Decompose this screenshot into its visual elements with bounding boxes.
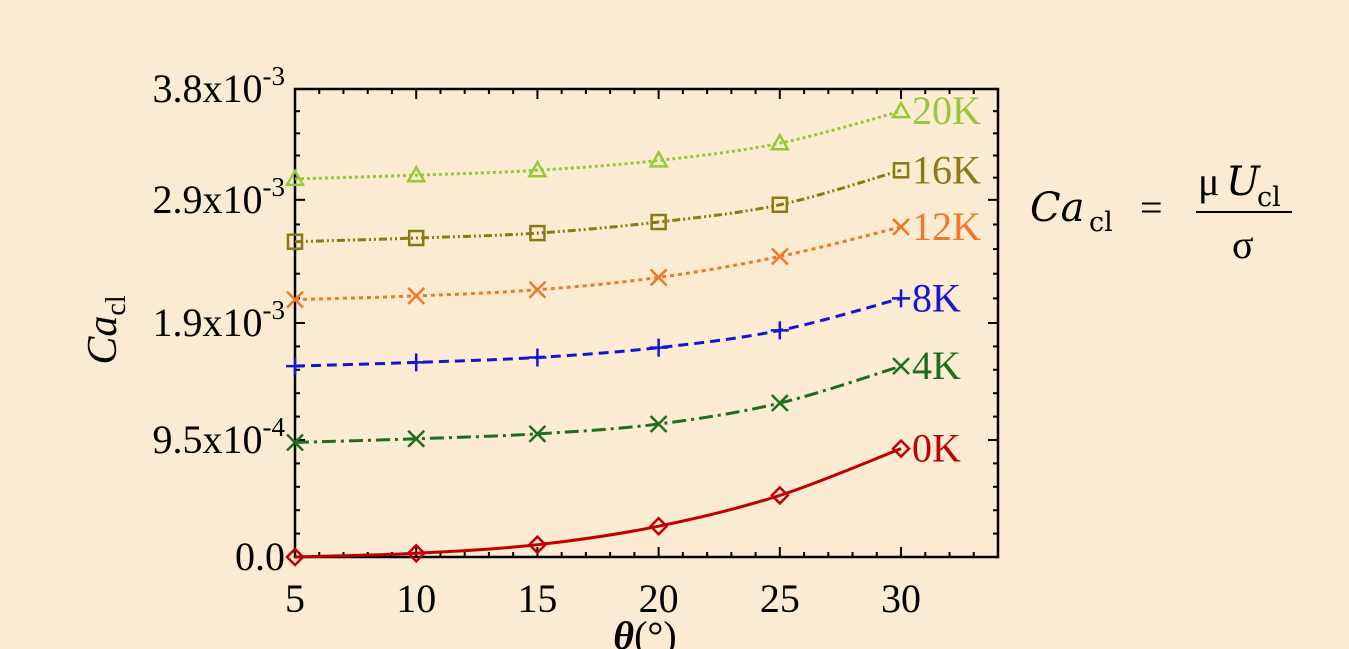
series-line-8K (294, 296, 902, 368)
x-axis-label-unit: (°) (634, 613, 677, 649)
marker-4K (649, 415, 668, 433)
marker-4K (770, 394, 789, 412)
marker-12K (528, 280, 547, 299)
marker-8K (407, 353, 426, 372)
y-axis-label-sub: cl (101, 295, 132, 315)
y-axis-label: Cacl (80, 295, 132, 364)
marker-12K (770, 247, 789, 266)
marker-20K (406, 164, 427, 183)
marker-8K (528, 348, 547, 367)
y-tick-label: 0.0 (235, 534, 285, 579)
marker-0K (406, 543, 426, 564)
series-line-0K (294, 447, 902, 559)
marker-20K (769, 132, 790, 151)
marker-16K (407, 229, 425, 247)
y-tick-mantissa: 9.5x10 (153, 417, 263, 462)
y-tick-exponent: -3 (263, 295, 286, 325)
x-axis-label-symbol: θ (613, 613, 634, 649)
series-line-4K (294, 364, 902, 444)
y-tick-exponent: -3 (263, 172, 286, 202)
marker-8K (649, 338, 668, 357)
marker-16K (529, 224, 546, 242)
x-tick-label: 20 (639, 576, 679, 621)
formula-lhs-base: Ca (1030, 185, 1084, 231)
series-label-0K: 0K (912, 426, 961, 471)
marker-20K (890, 100, 912, 119)
formula-numerator-mu: μ (1198, 159, 1219, 204)
series-line-12K (294, 225, 902, 302)
marker-16K (650, 213, 667, 231)
formula-equals: = (1140, 185, 1163, 230)
y-tick-label: 3.8x10-3 (153, 61, 286, 111)
plot-area: 5 10 15 20 25 30θ(°)0.09.5x10-41.9x10-32.9x10… (80, 61, 1000, 649)
y-tick-exponent: -4 (263, 412, 286, 442)
marker-4K (407, 429, 426, 448)
y-tick-mantissa: 0.0 (235, 534, 285, 579)
marker-20K (527, 159, 548, 178)
x-tick-label: 30 (881, 576, 921, 621)
marker-8K (892, 289, 911, 308)
marker-0K (770, 485, 790, 506)
series-label-4K: 4K (912, 343, 961, 388)
marker-0K (527, 534, 548, 555)
y-tick-mantissa: 1.9x10 (153, 300, 263, 345)
series-line-16K (294, 168, 902, 244)
marker-16K (286, 233, 304, 250)
series-line-20K (294, 109, 902, 181)
x-tick-label: 25 (760, 576, 800, 621)
formula-denominator: σ (1232, 222, 1254, 267)
series-label-8K: 8K (912, 275, 961, 320)
svg-text:Ca: Ca (1030, 185, 1084, 231)
y-axis-label-base: Ca (80, 316, 126, 365)
series-label-12K: 12K (912, 204, 981, 249)
marker-16K (771, 196, 789, 214)
x-tick-label: 10 (396, 576, 436, 621)
y-tick-label: 1.9x10-3 (153, 295, 286, 345)
x-tick-label: 5 (285, 576, 305, 621)
x-tick-label: 15 (517, 576, 557, 621)
y-tick-mantissa: 3.8x10 (153, 66, 263, 111)
formula-numerator-base: U (1226, 159, 1261, 205)
formula-lhs-sub: cl (1089, 207, 1113, 238)
series-label-16K: 16K (912, 147, 981, 192)
y-tick-mantissa: 2.9x10 (153, 177, 263, 222)
marker-0K (891, 438, 911, 459)
marker-12K (892, 218, 910, 236)
marker-0K (285, 547, 305, 567)
marker-4K (286, 433, 304, 452)
capillary-number-formula: Ca cl = μ U cl σ (1030, 159, 1292, 267)
y-tick-label: 2.9x10-3 (153, 172, 286, 222)
x-axis-label: θ(°) (613, 613, 676, 649)
marker-12K (649, 268, 668, 287)
plot-frame (293, 87, 1000, 559)
marker-12K (407, 287, 426, 305)
y-tick-exponent: -3 (263, 61, 286, 91)
marker-16K (892, 162, 910, 179)
formula-numerator-sub: cl (1257, 182, 1281, 213)
marker-20K (284, 168, 306, 187)
series-label-20K: 20K (912, 88, 981, 133)
marker-8K (286, 357, 304, 376)
marker-4K (528, 424, 547, 443)
marker-8K (770, 321, 789, 340)
marker-0K (648, 516, 669, 536)
marker-20K (648, 149, 669, 168)
marker-4K (892, 357, 910, 375)
marker-12K (286, 290, 304, 309)
y-tick-label: 9.5x10-4 (153, 412, 286, 462)
